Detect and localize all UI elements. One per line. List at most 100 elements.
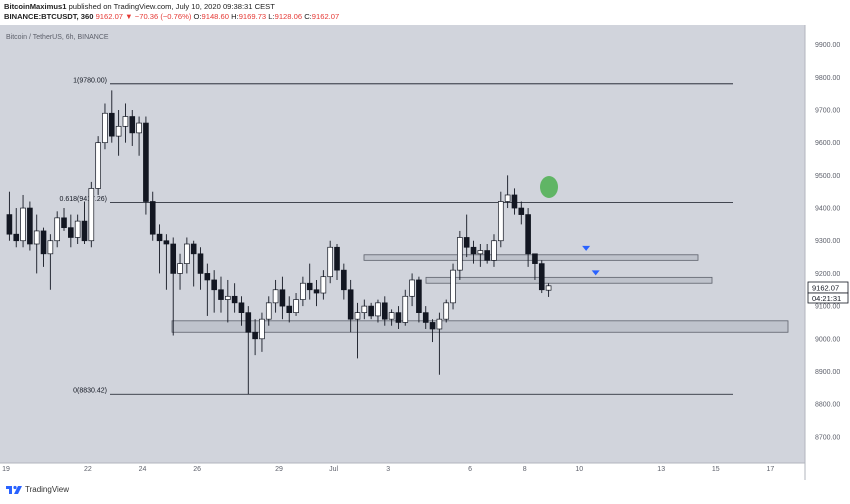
publish-info: BitcoinMaximus1 published on TradingView… — [4, 2, 275, 11]
candle-body — [211, 279, 217, 291]
price-change: ▼ −70.36 (−0.76%) — [125, 12, 192, 21]
candle-body — [436, 318, 443, 330]
fib-levels: 1(9780.00) 0.618(9417.26) 0(8830.42) — [60, 77, 733, 395]
candle-body — [163, 240, 170, 245]
candle-body — [354, 312, 361, 320]
candle-body — [81, 220, 88, 242]
candle-body — [402, 295, 409, 323]
candle-body — [218, 289, 224, 300]
candle-body — [259, 318, 265, 340]
candle-body — [54, 217, 60, 242]
fib-label: 0(8830.42) — [73, 388, 107, 395]
candle-body — [484, 250, 490, 261]
chart-area[interactable]: 1(9780.00) 0.618(9417.26) 0(8830.42) 8700.… — [0, 25, 850, 499]
open-value: 9148.60 — [201, 12, 229, 21]
candle-body — [204, 273, 211, 281]
candle-body — [491, 240, 497, 261]
time-tick-label: 3 — [386, 466, 390, 473]
brand-name[interactable]: TradingView — [25, 484, 70, 494]
candle-body — [136, 122, 142, 134]
candle-body — [74, 220, 81, 238]
high-label: H: — [231, 12, 239, 21]
candle-body — [498, 201, 504, 242]
candle-body — [306, 282, 313, 291]
zones — [171, 254, 789, 333]
candle-body — [40, 230, 47, 255]
candle-body — [381, 302, 388, 320]
candle-body — [416, 279, 422, 313]
price-tag-value: 9162.07 — [812, 284, 839, 293]
time-tick-label: 13 — [657, 466, 665, 473]
countdown-tag — [807, 292, 849, 304]
candle-body — [286, 305, 293, 313]
candle-body — [450, 269, 456, 304]
candle-body — [238, 302, 245, 313]
open-label: O: — [193, 12, 202, 21]
footer: TradingView — [6, 484, 69, 494]
author-name[interactable]: BitcoinMaximus1 — [4, 2, 67, 11]
time-tick-label: 22 — [84, 466, 92, 473]
candle-body — [395, 312, 402, 323]
down-arrow-marker — [591, 270, 600, 276]
candle-body — [532, 253, 538, 264]
zone-box — [363, 254, 699, 261]
candle-body — [538, 263, 545, 291]
zone-box — [425, 276, 713, 284]
candle-body — [457, 237, 463, 271]
candle-body — [422, 312, 429, 323]
ohlc-bar: BINANCE:BTCUSDT, 360 9162.07 ▼ −70.36 (−… — [4, 12, 339, 21]
price-tick-label: 8700.00 — [815, 434, 840, 441]
candle-body — [115, 125, 122, 137]
down-arrow-marker — [582, 245, 591, 251]
candle-body — [409, 279, 415, 297]
plot-background — [0, 25, 805, 463]
candle-body — [197, 253, 204, 274]
published-text: published on TradingView.com, July 10, 2… — [68, 2, 275, 11]
highlight-ellipse — [540, 176, 558, 198]
candle-body — [170, 243, 177, 274]
candle-body — [184, 243, 190, 264]
price-tick-label: 9100.00 — [815, 304, 840, 311]
candle-body — [504, 194, 511, 202]
candle-body — [245, 312, 252, 333]
time-axis: 19 22 24 26 29 Jul 3 6 8 10 13 15 17 — [2, 466, 774, 473]
candle-body — [463, 237, 470, 248]
candle-body — [443, 302, 450, 320]
time-tick-label: 10 — [575, 466, 583, 473]
last-price: 9162.07 — [95, 12, 124, 21]
candle-body — [252, 331, 258, 340]
candle-body — [477, 250, 484, 255]
countdown-value: 04:21:31 — [812, 294, 841, 303]
time-tick-label: 24 — [139, 466, 147, 473]
candle-body — [225, 295, 231, 300]
candle-body — [300, 282, 306, 300]
candle-body — [320, 276, 327, 294]
candle-body — [313, 289, 320, 294]
candle-body — [272, 289, 279, 304]
candle-body — [368, 305, 374, 317]
candle-body — [27, 207, 33, 245]
chart-title: Bitcoin / TetherUS, 6h, BINANCE — [6, 34, 109, 41]
time-tick-label: 8 — [523, 466, 527, 473]
candle-body — [95, 142, 101, 189]
low-label: L: — [268, 12, 275, 21]
price-tick-label: 9500.00 — [815, 173, 840, 180]
price-tick-label: 9800.00 — [815, 75, 840, 82]
candle-body — [545, 285, 552, 291]
candle-body — [88, 188, 95, 242]
candle-body — [47, 240, 54, 255]
time-tick-label: 15 — [712, 466, 720, 473]
candle-body — [6, 214, 13, 235]
price-chart[interactable]: 1(9780.00) 0.618(9417.26) 0(8830.42) 8700.… — [0, 25, 850, 499]
candle-body — [143, 122, 149, 202]
price-tick-label: 9900.00 — [815, 42, 840, 49]
candle-body — [102, 112, 108, 144]
tradingview-logo-icon — [6, 485, 22, 494]
fib-label: 1(9780.00) — [73, 77, 107, 84]
candle-body — [13, 233, 20, 242]
high-value: 9169.73 — [238, 12, 267, 21]
price-tick-label: 9400.00 — [815, 206, 840, 213]
candle-body — [265, 302, 272, 320]
candle-body — [33, 230, 40, 245]
time-tick-label: Jul — [329, 466, 338, 473]
